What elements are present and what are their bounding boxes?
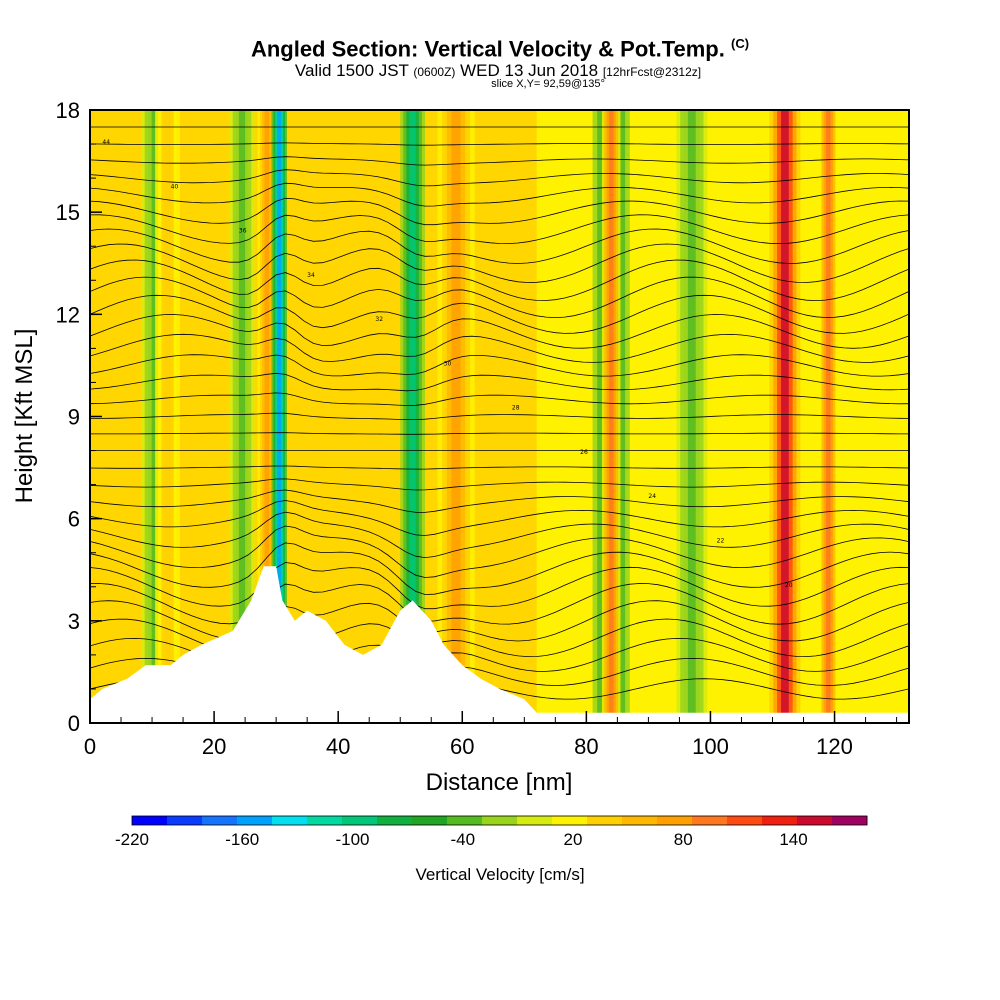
colorbar-label: -100 [335,830,369,849]
colorbar-swatch [517,816,553,825]
colorbar-title: Vertical Velocity [cm/s] [415,865,584,884]
theta-isoline [90,243,909,283]
theta-isoline [90,525,909,578]
y-tick-label: 12 [56,302,80,327]
contour-label: 28 [512,405,520,412]
colorbar: -220 -160 -100 -40 20 80 140 [115,815,868,849]
contour-label: 20 [785,582,793,589]
theta-isoline [90,392,909,406]
theta-isoline [90,465,909,470]
colorbar-swatch [622,816,658,825]
x-axis: 0 20 40 60 80 100 120 [84,711,898,759]
theta-isoline [90,412,909,420]
colorbar-swatch [167,816,203,825]
colorbar-label: -160 [225,830,259,849]
contour-label: 26 [580,449,588,456]
colorbar-label: 20 [564,830,583,849]
theta-isoline [90,228,909,264]
theta-isoline [90,214,909,245]
contour-label: 32 [375,316,383,323]
theta-isoline [90,333,909,363]
contour-label: 22 [717,538,725,545]
y-axis-title: Height [Kft MSL] [11,329,38,504]
colorbar-swatch [587,816,623,825]
theta-isoline [90,500,909,536]
colorbar-swatch [797,816,833,825]
x-tick-label: 20 [202,734,226,759]
colorbar-label: -40 [450,830,475,849]
colorbar-swatch [342,816,378,825]
theta-isoline [90,511,909,559]
contour-label: 24 [648,493,656,500]
theta-isoline [90,478,909,491]
theta-isoline [90,169,909,187]
y-tick-label: 9 [68,405,80,430]
colorbar-swatch [832,816,868,825]
colorbar-swatch [412,816,448,825]
theta-isoline [90,156,909,166]
theta-isoline [90,314,909,349]
colorbar-label: 80 [674,830,693,849]
theta-isoline [90,583,909,625]
colorbar-swatch [727,816,763,825]
colorbar-swatch [272,816,308,825]
theta-isoline [90,182,909,207]
colorbar-swatch [657,816,693,825]
colorbar-frame [131,815,868,826]
x-tick-label: 80 [574,734,598,759]
colorbar-swatch [307,816,343,825]
velocity-band-11 [819,110,838,723]
contour-label: 36 [239,228,247,235]
terrain-mask [90,566,909,723]
contour-label: 34 [307,272,315,279]
theta-isoline [90,489,909,513]
theta-isoline [90,294,909,334]
colorbar-swatch [552,816,588,825]
contour-label: 40 [171,183,179,190]
colorbar-swatch [692,816,728,825]
chart-title: Angled Section: Vertical Velocity & Pot.… [250,36,750,62]
y-tick-label: 6 [68,507,80,532]
colorbar-swatch [237,816,273,825]
y-tick-label: 0 [68,711,80,736]
chart-slice-info: slice X,Y= 92,59@135° [491,78,605,90]
contour-label: 44 [102,139,110,146]
velocity-band-2 [229,110,255,723]
colorbar-swatch [377,816,413,825]
colorbar-label: 140 [779,830,807,849]
y-tick-label: 18 [56,98,80,123]
x-tick-label: 0 [84,734,96,759]
chart-subtitle: Valid 1500 JST (0600Z) WED 13 Jun 2018 [… [294,61,702,80]
theta-isoline [90,432,909,435]
y-tick-label: 15 [56,200,80,225]
theta-isoline [90,276,909,319]
x-axis-title: Distance [nm] [426,769,573,796]
y-axis: 0 3 6 9 12 15 18 [56,98,102,736]
theta-isoline [90,259,909,302]
colorbar-swatch [202,816,238,825]
x-tick-label: 40 [326,734,350,759]
theta-isoline [90,354,909,377]
theta-isoline [90,372,909,392]
colorbar-swatch [482,816,518,825]
x-tick-label: 100 [692,734,729,759]
colorbar-label: -220 [115,830,149,849]
title-unit: (C) [731,36,750,51]
colorbar-swatch [447,816,483,825]
colorbar-swatch [762,816,798,825]
x-tick-label: 60 [450,734,474,759]
theta-isoline [90,542,909,595]
theta-isoline [90,142,909,146]
colorbar-swatch [132,816,168,825]
y-tick-label: 3 [68,609,80,634]
contour-label: 30 [444,360,452,367]
theta-isoline [90,197,909,226]
x-tick-label: 120 [816,734,853,759]
theta-isoline [90,562,909,610]
